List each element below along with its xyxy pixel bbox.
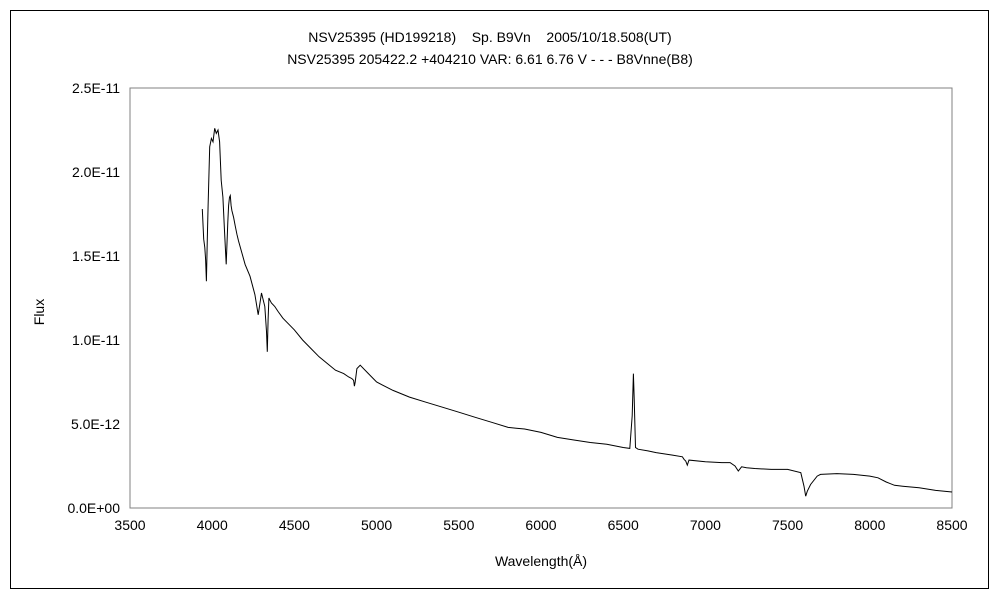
x-tick-label: 7000 bbox=[690, 517, 721, 533]
x-axis-ticks: 3500 4000 4500 5000 5500 6000 6500 7000 7500 8000… bbox=[114, 517, 967, 533]
y-tick-label: 1.0E-11 bbox=[72, 332, 120, 348]
x-tick-label: 5000 bbox=[361, 517, 392, 533]
spectrum-line bbox=[201, 128, 953, 497]
chart-title: NSV25395 (HD199218) Sp. B9Vn 2005/10/18.… bbox=[308, 29, 671, 45]
x-tick-label: 7500 bbox=[772, 517, 803, 533]
x-tick-label: 8500 bbox=[936, 517, 967, 533]
x-axis-label: Wavelength(Å) bbox=[495, 553, 587, 569]
x-tick-label: 6000 bbox=[525, 517, 556, 533]
x-tick-label: 3500 bbox=[114, 517, 145, 533]
x-tick-label: 4000 bbox=[197, 517, 228, 533]
chart-subtitle: NSV25395 205422.2 +404210 VAR: 6.61 6.76… bbox=[287, 51, 693, 67]
chart-frame bbox=[10, 10, 989, 589]
x-tick-label: 4500 bbox=[279, 517, 310, 533]
y-tick-label: 1.5E-11 bbox=[72, 248, 120, 264]
y-tick-label: 0.0E+00 bbox=[67, 500, 120, 516]
y-axis-label: Flux bbox=[31, 299, 47, 325]
y-axis-ticks: 0.0E+00 5.0E-12 1.0E-11 1.5E-11 2.0E-11 2.5E-… bbox=[67, 80, 120, 516]
y-tick-label: 5.0E-12 bbox=[71, 416, 120, 432]
y-tick-label: 2.0E-11 bbox=[72, 164, 120, 180]
x-tick-label: 8000 bbox=[854, 517, 885, 533]
x-tick-label: 5500 bbox=[443, 517, 474, 533]
plot-area bbox=[129, 87, 953, 509]
x-tick-label: 6500 bbox=[608, 517, 639, 533]
y-tick-label: 2.5E-11 bbox=[72, 80, 120, 96]
